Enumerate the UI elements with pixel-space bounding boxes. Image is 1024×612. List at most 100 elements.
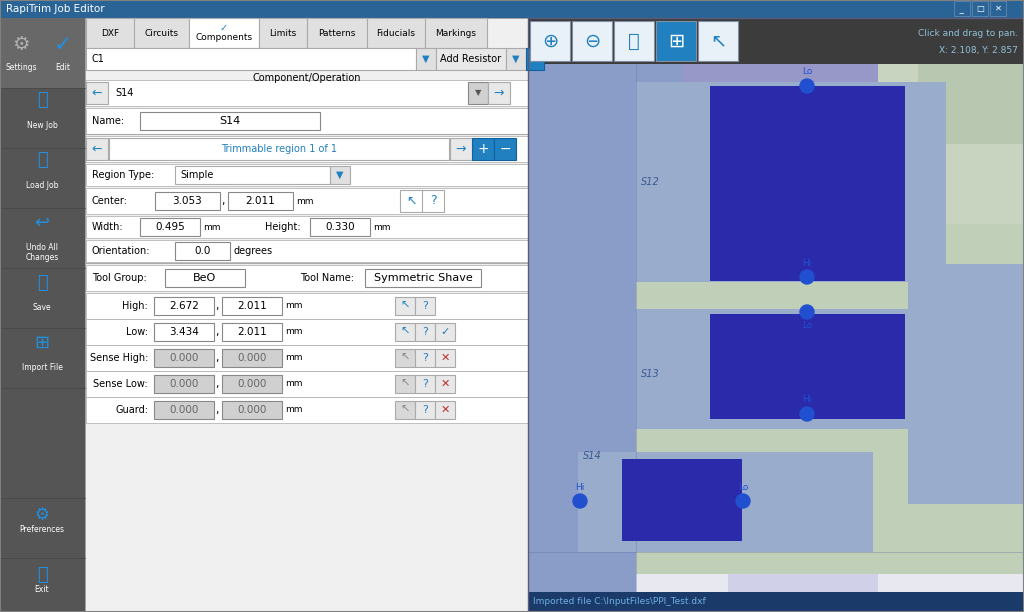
- Circle shape: [573, 494, 587, 508]
- Text: 📁: 📁: [37, 151, 47, 169]
- Bar: [472, 138, 494, 160]
- Text: ←: ←: [92, 143, 102, 155]
- Text: Low:: Low:: [126, 327, 148, 337]
- Text: degrees: degrees: [233, 246, 272, 256]
- Text: Changes: Changes: [26, 253, 58, 263]
- Bar: [636, 84, 1024, 592]
- Bar: [908, 264, 1024, 504]
- Text: Sense Low:: Sense Low:: [93, 379, 148, 389]
- Text: Fiducials: Fiducials: [377, 29, 416, 37]
- Bar: [395, 401, 415, 419]
- Bar: [86, 188, 529, 214]
- Text: ↖: ↖: [406, 195, 416, 207]
- Text: ✕: ✕: [440, 353, 450, 363]
- Text: Center:: Center:: [92, 196, 128, 206]
- Bar: [918, 64, 1024, 144]
- Bar: [435, 323, 455, 341]
- Bar: [728, 574, 878, 604]
- Text: ▼: ▼: [336, 170, 344, 180]
- Bar: [86, 48, 416, 70]
- Text: ⊞: ⊞: [35, 334, 49, 352]
- Text: ✓: ✓: [53, 35, 73, 55]
- Bar: [86, 319, 529, 345]
- Bar: [86, 240, 529, 262]
- Text: ✕: ✕: [440, 405, 450, 415]
- Text: RapiTrim Job Editor: RapiTrim Job Editor: [6, 4, 104, 14]
- Text: Patterns: Patterns: [318, 29, 355, 37]
- Text: ⊖: ⊖: [584, 31, 600, 51]
- Bar: [436, 48, 506, 70]
- Bar: [415, 375, 435, 393]
- Bar: [400, 190, 444, 212]
- Bar: [154, 349, 214, 367]
- Bar: [494, 138, 516, 160]
- Bar: [435, 401, 455, 419]
- Text: 0.0: 0.0: [195, 246, 211, 256]
- Text: Tool Group:: Tool Group:: [92, 273, 146, 283]
- Text: ?: ?: [422, 353, 428, 363]
- Text: Guard:: Guard:: [115, 405, 148, 415]
- Text: Height:: Height:: [265, 222, 301, 232]
- Text: ▼: ▼: [475, 89, 481, 97]
- Bar: [415, 297, 435, 315]
- Bar: [0, 18, 85, 612]
- Text: →: →: [494, 86, 504, 100]
- Bar: [86, 216, 529, 238]
- Text: 3.434: 3.434: [169, 327, 199, 337]
- Circle shape: [800, 79, 814, 93]
- Text: ↖: ↖: [400, 327, 410, 337]
- Text: ↩: ↩: [35, 214, 49, 232]
- Text: ⊕: ⊕: [542, 31, 558, 51]
- Text: ?: ?: [422, 379, 428, 389]
- Bar: [367, 18, 425, 48]
- Bar: [140, 112, 319, 130]
- Text: X: 2.108, Y: 2.857: X: 2.108, Y: 2.857: [939, 45, 1018, 54]
- Text: ⊞: ⊞: [668, 31, 684, 51]
- Text: ?: ?: [422, 405, 428, 415]
- Bar: [86, 265, 529, 291]
- Bar: [86, 48, 529, 70]
- Circle shape: [736, 494, 750, 508]
- Bar: [1, 20, 42, 84]
- Text: Limits: Limits: [269, 29, 297, 37]
- Text: S14: S14: [583, 451, 602, 461]
- Bar: [710, 314, 905, 419]
- Bar: [154, 375, 214, 393]
- Bar: [165, 269, 245, 287]
- Bar: [395, 375, 415, 393]
- Bar: [140, 218, 200, 236]
- Bar: [228, 192, 293, 210]
- Text: 🔍: 🔍: [628, 31, 640, 51]
- Text: □: □: [976, 4, 984, 13]
- Bar: [450, 138, 472, 160]
- Bar: [43, 20, 84, 84]
- Bar: [86, 108, 529, 134]
- Text: 0.000: 0.000: [169, 353, 199, 363]
- Text: Sense High:: Sense High:: [90, 353, 148, 363]
- Bar: [425, 18, 487, 48]
- Bar: [259, 18, 307, 48]
- Bar: [86, 397, 529, 423]
- Bar: [307, 18, 367, 48]
- Bar: [528, 64, 683, 592]
- Bar: [175, 166, 330, 184]
- Text: ▼: ▼: [512, 54, 520, 64]
- Text: ,: ,: [215, 405, 219, 415]
- Bar: [528, 64, 1024, 592]
- Text: High:: High:: [122, 301, 148, 311]
- Bar: [86, 80, 529, 106]
- Bar: [416, 48, 436, 70]
- Text: Orientation:: Orientation:: [92, 246, 151, 256]
- Text: BeO: BeO: [194, 273, 217, 283]
- Text: ✕: ✕: [440, 379, 450, 389]
- Text: ↖: ↖: [400, 301, 410, 311]
- Text: mm: mm: [285, 406, 302, 414]
- Bar: [528, 592, 1024, 612]
- Circle shape: [800, 305, 814, 319]
- Text: Symmetric Shave: Symmetric Shave: [374, 273, 472, 283]
- Text: ↖: ↖: [400, 353, 410, 363]
- Bar: [222, 323, 282, 341]
- Text: Circuits: Circuits: [144, 29, 178, 37]
- Bar: [710, 86, 905, 281]
- Text: S14: S14: [219, 116, 241, 126]
